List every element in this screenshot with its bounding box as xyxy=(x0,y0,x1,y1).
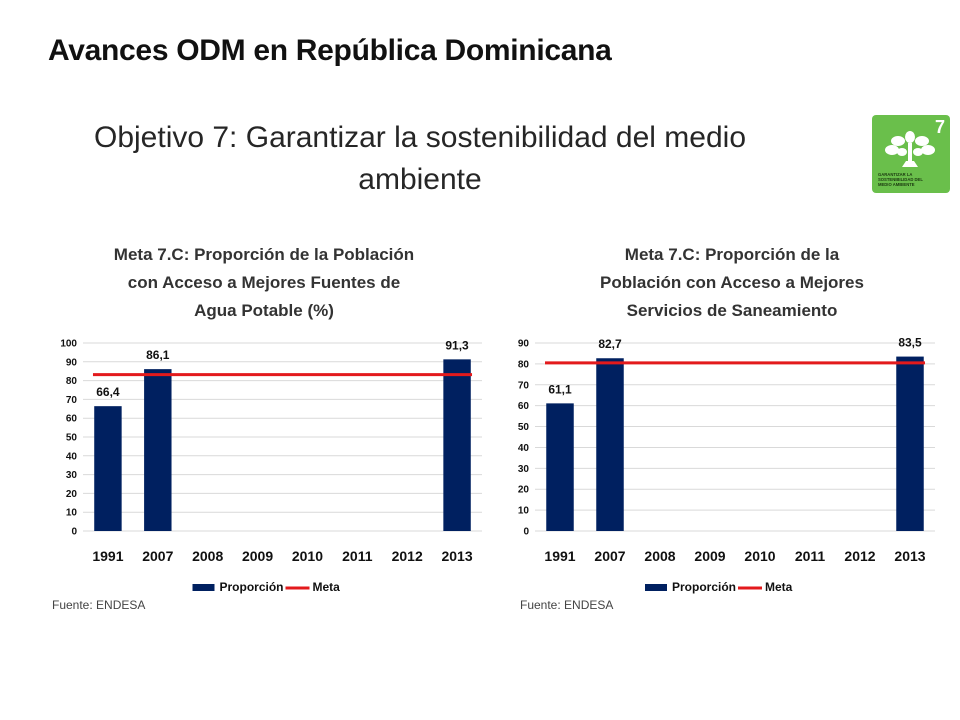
x-category-label: 2007 xyxy=(142,548,173,564)
badge-number: 7 xyxy=(935,117,945,137)
water-chart-svg: Meta 7.C: Proporción de la Población con … xyxy=(52,245,482,612)
y-tick-label: 30 xyxy=(518,464,530,475)
y-tick-label: 70 xyxy=(66,395,78,406)
x-category-label: 2009 xyxy=(242,548,273,564)
x-category-label: 1991 xyxy=(544,548,575,564)
legend-swatch-proporcion xyxy=(192,584,215,591)
legend-label-meta: Meta xyxy=(313,580,341,594)
y-tick-label: 10 xyxy=(66,508,78,519)
source-note: Fuente: ENDESA xyxy=(52,598,145,612)
x-category-label: 2009 xyxy=(694,548,725,564)
chart-title-line: Servicios de Saneamiento xyxy=(627,301,838,320)
page-title: Avances ODM en República Dominicana xyxy=(48,34,612,67)
y-tick-label: 50 xyxy=(66,433,78,444)
chart-title-line: Población con Acceso a Mejores xyxy=(600,273,864,292)
chart-title-line: Agua Potable (%) xyxy=(194,301,334,320)
subtitle-line-1: Objetivo 7: Garantizar la sostenibilidad… xyxy=(93,121,747,154)
water-chart: Meta 7.C: Proporción de la Población con … xyxy=(30,236,500,626)
y-tick-label: 20 xyxy=(518,485,530,496)
badge-text-2: SOSTENIBILIDAD DEL xyxy=(878,177,923,182)
y-tick-label: 0 xyxy=(523,527,529,538)
sanitation-chart-svg: Meta 7.C: Proporción de la Población con … xyxy=(518,245,935,612)
data-label: 86,1 xyxy=(146,348,170,362)
sanitation-chart: Meta 7.C: Proporción de la Población con … xyxy=(505,236,945,626)
legend-label-proporcion: Proporción xyxy=(672,580,736,594)
bar-proporcion xyxy=(546,403,574,531)
chart-title-line: Meta 7.C: Proporción de la Población xyxy=(114,245,414,264)
y-tick-label: 60 xyxy=(518,401,530,412)
y-tick-label: 80 xyxy=(66,376,78,387)
y-tick-label: 90 xyxy=(66,357,78,368)
data-label: 66,4 xyxy=(96,385,120,399)
y-tick-label: 50 xyxy=(518,422,530,433)
x-category-label: 2011 xyxy=(795,548,826,564)
subtitle-line-2: ambiente xyxy=(358,163,482,196)
legend-swatch-proporcion xyxy=(645,584,667,591)
y-tick-label: 90 xyxy=(518,339,530,350)
slide-subtitle: Objetivo 7: Garantizar la sostenibilidad… xyxy=(30,117,810,201)
chart-title-line: con Acceso a Mejores Fuentes de xyxy=(128,273,400,292)
y-tick-label: 100 xyxy=(60,339,77,350)
x-category-label: 2008 xyxy=(192,548,223,564)
badge-text-1: GARANTIZAR LA xyxy=(878,172,912,177)
x-category-label: 2007 xyxy=(594,548,625,564)
x-category-label: 2012 xyxy=(844,548,875,564)
y-tick-label: 10 xyxy=(518,506,530,517)
bar-proporcion xyxy=(144,369,172,531)
x-category-label: 2011 xyxy=(342,548,373,564)
x-category-label: 2013 xyxy=(441,548,472,564)
data-label: 91,3 xyxy=(445,338,469,352)
x-category-label: 2010 xyxy=(292,548,323,564)
bar-proporcion xyxy=(896,356,924,531)
badge-text-3: MEDIO AMBIENTE xyxy=(878,182,915,187)
y-tick-label: 0 xyxy=(71,527,77,538)
x-category-label: 1991 xyxy=(92,548,123,564)
y-tick-label: 30 xyxy=(66,470,78,481)
legend-label-meta: Meta xyxy=(765,580,793,594)
x-category-label: 2008 xyxy=(644,548,675,564)
y-tick-label: 70 xyxy=(518,380,530,391)
mdg-goal-7-badge: 7 GARANTIZAR LA SOSTENIBILIDAD DEL MEDIO… xyxy=(872,115,950,193)
x-category-label: 2012 xyxy=(392,548,423,564)
x-category-label: 2013 xyxy=(894,548,925,564)
y-tick-label: 60 xyxy=(66,414,78,425)
bar-proporcion xyxy=(443,359,471,531)
source-note: Fuente: ENDESA xyxy=(520,598,613,612)
tree-icon: 7 GARANTIZAR LA SOSTENIBILIDAD DEL MEDIO… xyxy=(878,117,945,187)
data-label: 61,1 xyxy=(548,382,572,396)
legend-label-proporcion: Proporción xyxy=(220,580,284,594)
bar-proporcion xyxy=(94,406,122,531)
y-tick-label: 40 xyxy=(66,451,78,462)
bar-proporcion xyxy=(596,358,624,531)
chart-title-line: Meta 7.C: Proporción de la xyxy=(625,245,840,264)
y-tick-label: 20 xyxy=(66,489,78,500)
y-tick-label: 80 xyxy=(518,359,530,370)
y-tick-label: 40 xyxy=(518,443,530,454)
data-label: 83,5 xyxy=(898,336,922,350)
x-category-label: 2010 xyxy=(744,548,775,564)
data-label: 82,7 xyxy=(598,337,622,351)
